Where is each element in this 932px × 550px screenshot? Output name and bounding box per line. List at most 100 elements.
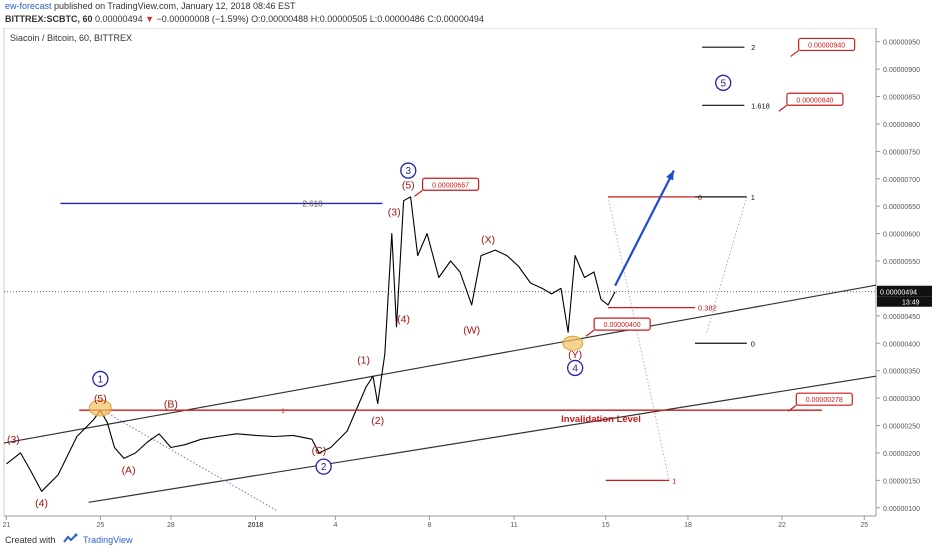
created-with-text: Created with — [5, 535, 56, 545]
chart-title: Siacoin / Bitcoin, 60, BITTREX — [10, 33, 132, 43]
price-chart[interactable]: Siacoin / Bitcoin, 60, BITTREX 0.00000950… — [0, 28, 932, 530]
plot-frame — [3, 28, 877, 517]
y-tick-label: 0.00000250 — [883, 424, 920, 431]
invalidation-marker: 1 — [281, 409, 285, 415]
wave-circle — [92, 370, 109, 388]
price-callout-pointer — [790, 49, 800, 57]
fib-2618-label: 2.618 — [303, 199, 324, 208]
price-callout-pointer — [585, 329, 595, 337]
price-callout-pointer — [787, 404, 797, 412]
x-tick-label: 28 — [167, 522, 175, 529]
x-tick-label: 21 — [2, 522, 10, 529]
price-callout-box — [795, 392, 853, 406]
price-callout-label: 0.00000400 — [604, 322, 641, 329]
price-callout-box — [798, 37, 856, 52]
ohlc-text: O:0.00000488 H:0.00000505 L:0.00000486 C… — [251, 14, 484, 24]
x-tick-label: 8 — [427, 522, 431, 529]
wave-label: (2) — [371, 415, 384, 427]
symbol-line: BITTREX:SCBTC, 60 0.00000494 ▼ −0.000000… — [5, 14, 484, 24]
symbol-name: BITTREX:SCBTC, 60 — [5, 14, 93, 24]
last-price-label: 0.00000494 — [880, 290, 917, 297]
guide-dotted-line — [104, 411, 277, 511]
top-fib-label: 2 — [751, 43, 755, 52]
y-tick-label: 0.00000750 — [883, 149, 920, 156]
price-callout-label: 0.00000940 — [808, 42, 845, 49]
price-callout-pointer — [778, 104, 788, 112]
price-callout-box — [593, 317, 651, 331]
y-tick-label: 0.00000300 — [883, 396, 920, 403]
wave-circle — [400, 162, 417, 179]
footer: Created with TradingView — [0, 530, 932, 550]
x-tick-label: 4 — [333, 522, 337, 529]
y-tick-label: 0.00000400 — [883, 341, 920, 348]
tradingview-logo-icon — [63, 533, 78, 543]
y-tick-label: 0.00000600 — [883, 232, 920, 239]
wave-label: (1) — [357, 355, 370, 367]
wave-label: (X) — [481, 234, 495, 246]
wave-label: (B) — [164, 399, 178, 411]
wave-label: (3) — [7, 434, 20, 446]
author-link[interactable]: ew-forecast — [5, 1, 52, 11]
y-tick-label: 0.00000800 — [883, 122, 920, 129]
retrace-level-label: 0.382 — [698, 304, 717, 313]
x-tick-label: 18 — [684, 522, 692, 529]
channel-lower-line — [88, 375, 877, 503]
wave-circle-label: 2 — [321, 462, 327, 473]
channel-upper-line — [3, 284, 877, 444]
published-text: published on TradingView.com, January 12… — [54, 1, 296, 11]
y-tick-label: 0.00000950 — [883, 40, 920, 47]
retrace-level-label: 1 — [672, 476, 676, 485]
wave-label: (4) — [35, 497, 48, 509]
x-tick-label: 2018 — [248, 522, 264, 529]
wave-label: (5) — [94, 393, 107, 405]
x-tick-label: 15 — [602, 522, 610, 529]
down-arrow-icon: ▼ — [145, 14, 155, 24]
highlight-waveY-marker — [562, 335, 584, 351]
wave-circle-label: 5 — [720, 78, 726, 89]
wave-label: (A) — [122, 464, 136, 476]
change-text: −0.00000008 (−1.59%) — [156, 14, 249, 24]
x-tick-label: 11 — [510, 522, 517, 529]
wave-circle-label: 3 — [405, 166, 411, 177]
wave-label: (3) — [388, 207, 401, 219]
highlight-wave5-marker — [88, 399, 112, 417]
countdown-label: 13:49 — [902, 300, 920, 307]
y-tick-label: 0.00000700 — [883, 177, 920, 184]
top-fib-label: 1.618 — [751, 101, 770, 110]
y-tick-label: 0.00000900 — [883, 67, 920, 74]
publish-line: ew-forecast published on TradingView.com… — [5, 1, 296, 11]
y-tick-label: 0.00000150 — [883, 478, 920, 485]
y-tick-label: 0.00000550 — [883, 259, 920, 266]
tradingview-brand[interactable]: TradingView — [83, 535, 133, 545]
price-callout-box — [421, 177, 480, 191]
x-tick-label: 22 — [778, 522, 786, 529]
wave-circle — [566, 359, 584, 377]
wave-circle — [315, 458, 332, 475]
wave-circle-label: 1 — [98, 374, 104, 385]
last-price-text: 0.00000494 — [95, 14, 143, 24]
countdown-tag — [877, 296, 932, 307]
retrace-diagonal — [607, 196, 670, 481]
last-price-tag — [877, 285, 932, 297]
wave-circle — [715, 74, 732, 91]
x-tick-label: 25 — [96, 522, 104, 529]
y-tick-label: 0.00000650 — [883, 204, 920, 211]
y-tick-label: 0.00000200 — [883, 451, 920, 458]
y-tick-label: 0.00000450 — [883, 314, 920, 321]
y-tick-label: 0.00000850 — [883, 95, 920, 102]
right-fib-diagonal — [706, 196, 748, 333]
price-callout-box — [786, 92, 844, 106]
invalidation-label: Invalidation Level — [561, 414, 641, 425]
wave-label: (C) — [312, 445, 327, 457]
chart-header: ew-forecast published on TradingView.com… — [0, 0, 932, 30]
wave-label: (4) — [397, 314, 410, 326]
y-tick-label: 0.00000350 — [883, 369, 920, 376]
wave-label: (Y) — [568, 349, 582, 361]
price-line — [6, 196, 616, 492]
wave-label: (5) — [402, 179, 415, 191]
price-callout-pointer — [414, 189, 423, 197]
projection-arrow-head — [666, 170, 674, 181]
price-callout-label: 0.00000667 — [432, 182, 469, 189]
y-tick-label: 0.00000100 — [883, 506, 920, 513]
right-fib-label: 0 — [751, 339, 755, 348]
